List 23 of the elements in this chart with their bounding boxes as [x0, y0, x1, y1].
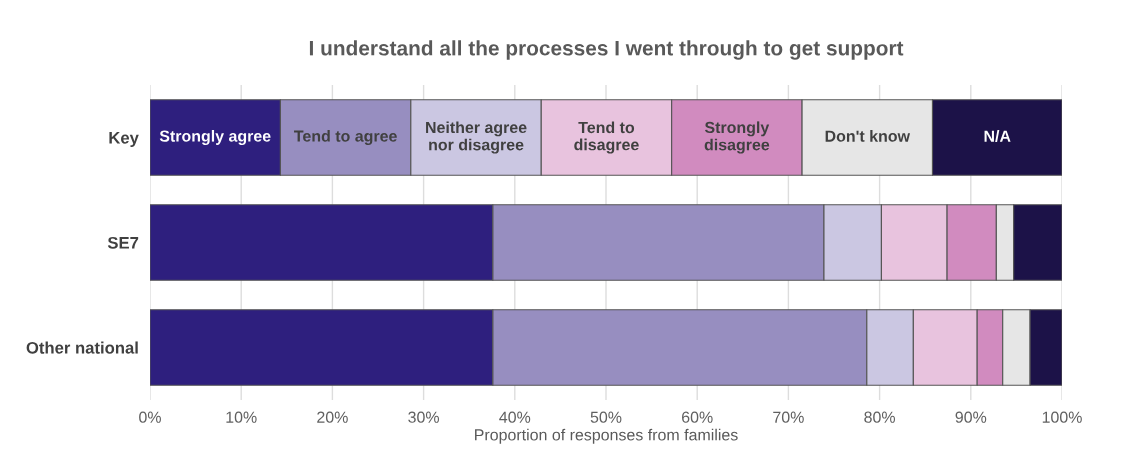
x-tick-label: 100% [1042, 411, 1082, 423]
x-tick-label: 10% [226, 411, 257, 423]
series-label: Neither agree nor disagree [426, 121, 527, 154]
series-label: Strongly agree [159, 130, 271, 145]
x-tick-label: 60% [682, 411, 713, 423]
y-tick-label: Other national [26, 341, 138, 354]
chart-title: I understand all the processes I went through to get support [309, 40, 904, 60]
x-axis-title: Proportion of responses from families [475, 428, 738, 444]
x-tick-label: 30% [408, 411, 440, 423]
x-tick-label: 90% [955, 411, 987, 423]
series-label: Strongly disagree [704, 121, 770, 154]
series-label: Tend to agree [294, 130, 397, 145]
x-tick-label: 40% [499, 411, 531, 423]
series-label: Tend to disagree [574, 121, 639, 154]
series-label: Don't know [825, 130, 911, 142]
x-tick-label: 0% [139, 411, 161, 423]
y-tick-label: SE7 [107, 236, 139, 249]
x-tick-label: 50% [590, 411, 622, 423]
x-tick-label: 20% [317, 411, 348, 423]
series-label: N/A [984, 130, 1011, 142]
x-tick-label: 70% [773, 411, 804, 423]
y-tick-label: Key [109, 132, 139, 147]
x-tick-label: 80% [864, 411, 896, 423]
